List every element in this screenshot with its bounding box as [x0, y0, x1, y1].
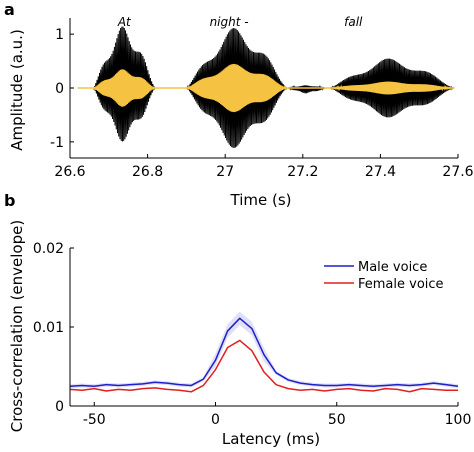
panel-b-x-tick-label: 100 [445, 412, 472, 428]
panel-a-x-tick-label: 26.6 [54, 164, 85, 180]
panel-a-y-tick-label: -1 [50, 135, 64, 151]
panel-b-ci-band [70, 311, 458, 389]
legend-label-male: Male voice [358, 260, 427, 275]
panel-b: b -50 0 50 100 0 0.01 0.02 Male voice Female v… [4, 191, 471, 448]
series-line-female [69, 339, 458, 393]
word-label: fall [344, 15, 363, 29]
panel-a-y-tick-label: 1 [55, 27, 64, 43]
panel-a-waveform [77, 26, 455, 148]
panel-b-y-tick-label: 0 [55, 399, 64, 415]
panel-b-xlabel: Latency (ms) [222, 430, 320, 448]
panel-b-x-tick-label: 0 [211, 412, 220, 428]
panel-b-x-tick-label: -50 [83, 412, 106, 428]
panel-a-x-tick-label: 27.4 [365, 164, 396, 180]
waveform-filtered-segment-1 [186, 63, 288, 113]
waveform-filtered-segment-2 [329, 81, 454, 95]
male-voice-ci-band [70, 311, 458, 389]
panel-a-label: a [4, 0, 15, 19]
panel-a-x-tick-label: 26.8 [132, 164, 163, 180]
panel-a: a At night - fall 26.6 26.8 27 27.2 27.4 27.6 1 0… [4, 0, 474, 209]
panel-b-y-tick-label: 0.02 [33, 241, 64, 257]
waveform-raw-segment-2 [287, 85, 326, 94]
panel-b-legend: Male voice Female voice [324, 260, 444, 292]
panel-a-annotations: At night - fall [117, 15, 363, 29]
word-label: night - [210, 15, 249, 29]
panel-a-x-tick-label: 27 [216, 164, 234, 180]
panel-a-axes: 26.6 26.8 27 27.2 27.4 27.6 1 0 -1 [50, 18, 474, 180]
series-line-male [69, 317, 459, 387]
word-label: At [117, 15, 132, 29]
panel-a-ylabel: Amplitude (a.u.) [8, 29, 26, 151]
panel-a-x-tick-label: 27.2 [287, 164, 318, 180]
panel-b-y-tick-label: 0.01 [33, 320, 64, 336]
panel-b-axes: -50 0 50 100 0 0.01 0.02 [33, 241, 472, 428]
panel-b-lines [69, 317, 459, 393]
waveform-raw-segment-1 [186, 28, 288, 148]
panel-a-x-tick-label: 27.6 [442, 164, 473, 180]
panel-a-xlabel: Time (s) [230, 191, 292, 209]
panel-a-y-tick-label: 0 [55, 81, 64, 97]
panel-b-ylabel: Cross-correlation (envelope) [8, 220, 26, 432]
panel-b-x-tick-label: 50 [328, 412, 346, 428]
panel-b-label: b [4, 191, 15, 210]
waveform-raw-segment-3 [329, 58, 455, 118]
waveform-filtered-segment-0 [93, 69, 156, 107]
legend-label-female: Female voice [358, 277, 444, 292]
